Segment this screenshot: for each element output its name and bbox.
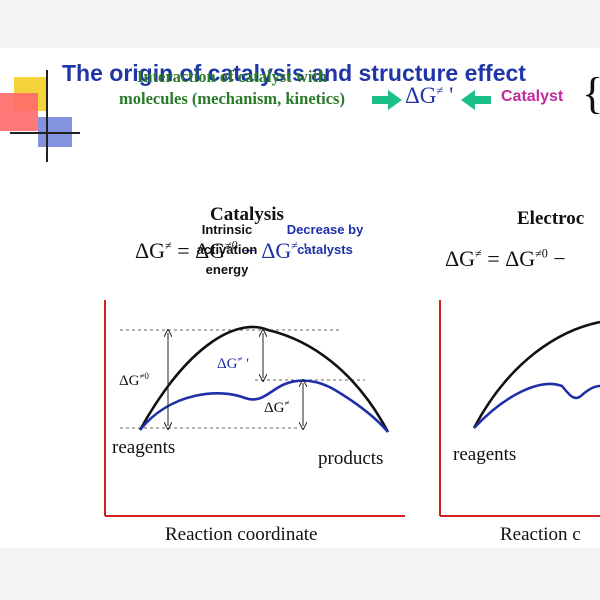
decor-vertical-line (46, 70, 48, 162)
interaction-text: Interaction of catalyst with molecules (… (82, 66, 382, 110)
left-arrow-icon (461, 90, 491, 110)
interaction-line-2: molecules (mechanism, kinetics) (119, 89, 345, 108)
intrinsic-line-1: Intrinsic (201, 222, 253, 237)
catalysis-heading: Catalysis (210, 204, 284, 225)
dg-label: ΔG≠ (264, 398, 289, 416)
right-catalyzed-curve (473, 382, 600, 429)
decor-horizontal-line (10, 132, 80, 134)
right-arrow-icon (372, 90, 402, 110)
right-reagents-label: reagents (453, 444, 516, 465)
slide: The origin of catalysis and structure ef… (0, 48, 600, 548)
electrocatalysis-heading: Electroc (517, 208, 585, 229)
products-label: products (318, 448, 383, 469)
delta-g-prime-header: ΔG≠ ' (405, 83, 454, 108)
uncatalyzed-curve (138, 325, 390, 433)
intrinsic-line-3: energy (205, 262, 249, 277)
decrease-label: Decrease by catalysts (278, 220, 372, 260)
decrease-line-1: Decrease by (286, 222, 364, 237)
catalyzed-curve (138, 379, 389, 433)
catalysis-equation: ΔG≠ = ΔG≠0 − ΔG≠ ' (135, 238, 308, 263)
intrinsic-line-2: activation (196, 242, 258, 257)
dgprime-label: ΔG≠ ' (217, 354, 249, 372)
decrease-line-2: catalysts (297, 242, 353, 257)
decor-red-square (0, 93, 38, 131)
right-x-axis-label: Reaction c (500, 524, 581, 545)
brace-icon: { (582, 72, 600, 116)
left-x-axis-label: Reaction coordinate (165, 524, 317, 545)
slide-title: The origin of catalysis and structure ef… (62, 60, 526, 86)
interaction-line-1: Interaction of catalyst with (136, 67, 328, 86)
catalyst-label: Catalyst (501, 88, 564, 105)
intrinsic-energy-label: Intrinsic activation energy (186, 220, 268, 280)
reagents-label: reagents (112, 437, 175, 458)
right-uncatalyzed-curve (472, 320, 600, 429)
electrocatalysis-equation: ΔG≠ = ΔG≠0 − (445, 246, 566, 271)
dg0-label: ΔG≠0 (119, 371, 149, 389)
